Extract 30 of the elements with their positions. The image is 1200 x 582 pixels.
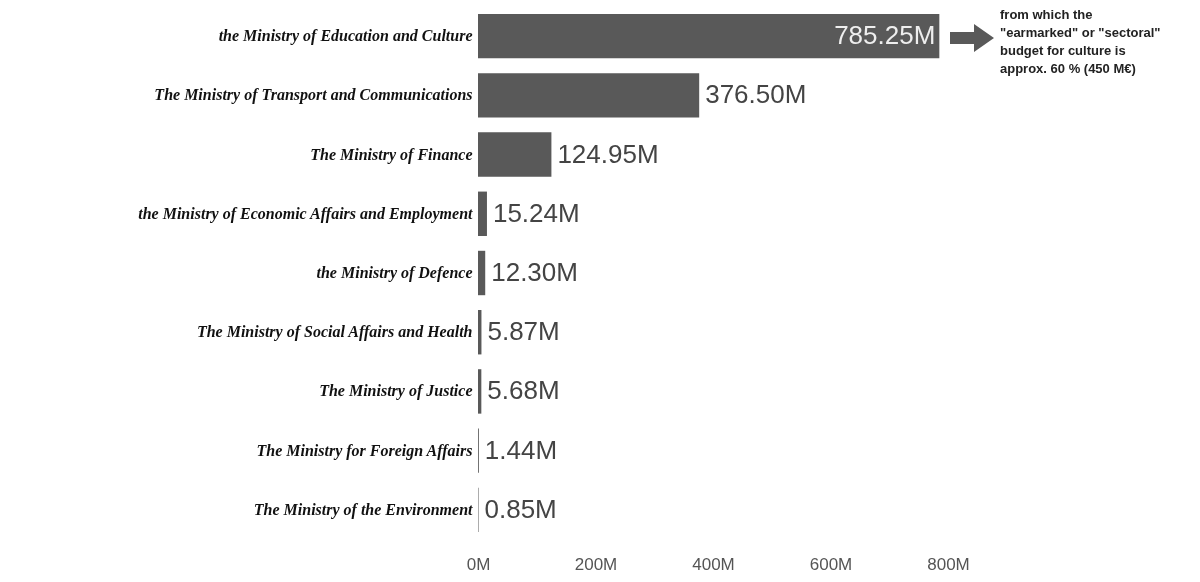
x-tick-label: 600M bbox=[809, 554, 853, 574]
bar bbox=[478, 250, 486, 296]
x-tick-label: 200M bbox=[574, 554, 618, 574]
bar bbox=[478, 369, 482, 414]
y-tick-label: The Ministry for Foreign Affairs bbox=[256, 441, 473, 460]
x-tick-label: 800M bbox=[927, 554, 970, 574]
bar bbox=[478, 191, 487, 236]
data-label: 124.95M bbox=[557, 138, 659, 169]
y-tick-label: the Ministry of Economic Affairs and Employment bbox=[138, 204, 474, 223]
x-tick-label: 400M bbox=[692, 554, 735, 574]
data-label: 0.85M bbox=[484, 493, 557, 524]
y-tick-label: The Ministry of Social Affairs and Health bbox=[196, 323, 473, 342]
text: from which the "earmarked" or "sectoral" budget for culture is approx. 60 % (450 M€) bbox=[1000, 6, 1162, 78]
bar bbox=[478, 13, 940, 59]
y-tick-label: The Ministry of Justice bbox=[319, 382, 473, 401]
data-label: 1.44M bbox=[484, 434, 558, 465]
y-tick-label: the Ministry of Education and Culture bbox=[218, 27, 473, 46]
y-tick-label: The Ministry of the Environment bbox=[253, 500, 474, 519]
y-tick-label: The Ministry of Finance bbox=[310, 145, 473, 164]
y-tick-label: the Ministry of Defence bbox=[316, 264, 473, 282]
data-label: 785.25M bbox=[834, 20, 936, 51]
data-label: 12.30M bbox=[491, 257, 578, 287]
x-tick-label: 0M bbox=[466, 554, 491, 574]
bar bbox=[478, 132, 552, 177]
data-label: 5.68M bbox=[487, 375, 560, 406]
data-label: 376.50M bbox=[705, 79, 807, 110]
bar bbox=[478, 73, 700, 118]
y-tick-label: The Ministry of Transport and Communications bbox=[154, 86, 473, 105]
data-label: 15.24M bbox=[492, 197, 580, 228]
data-label: 5.87M bbox=[487, 316, 560, 347]
